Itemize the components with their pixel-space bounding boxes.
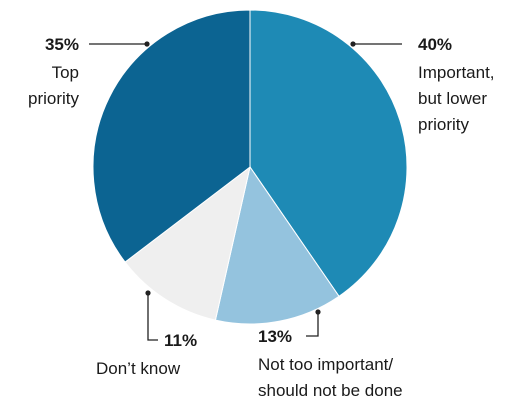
leader-dot-dont-know — [145, 290, 151, 296]
category-label-dont-know: Don’t know — [96, 359, 181, 378]
percent-label-not-important: 13% — [258, 327, 292, 346]
category-label-top-priority-line2: priority — [28, 89, 80, 108]
leader-dot-important — [350, 41, 356, 47]
category-label-top-priority-line1: Top — [52, 63, 79, 82]
category-label-important-line1: Important, — [418, 63, 495, 82]
pie-slice-dont-know — [124, 165, 251, 321]
leader-dot-top-priority — [144, 41, 150, 47]
pie-slice-important — [249, 9, 408, 298]
pie-slices — [92, 9, 408, 325]
leader-line-not-important — [306, 312, 319, 337]
leader-dot-not-important — [315, 309, 321, 315]
pie-labels: 40% Important, but lower priority 13% No… — [28, 35, 495, 400]
percent-label-important: 40% — [418, 35, 452, 54]
leader-line-dont-know — [147, 293, 158, 341]
pie-slice-top-priority — [92, 9, 251, 263]
category-label-important-line2: but lower — [418, 89, 487, 108]
category-label-not-important-line2: should not be done — [258, 381, 403, 400]
category-label-important-line3: priority — [418, 115, 470, 134]
category-label-not-important-line1: Not too important/ — [258, 355, 393, 374]
pie-slice-not-important — [214, 165, 340, 325]
percent-label-dont-know: 11% — [164, 331, 197, 350]
percent-label-top-priority: 35% — [45, 35, 79, 54]
